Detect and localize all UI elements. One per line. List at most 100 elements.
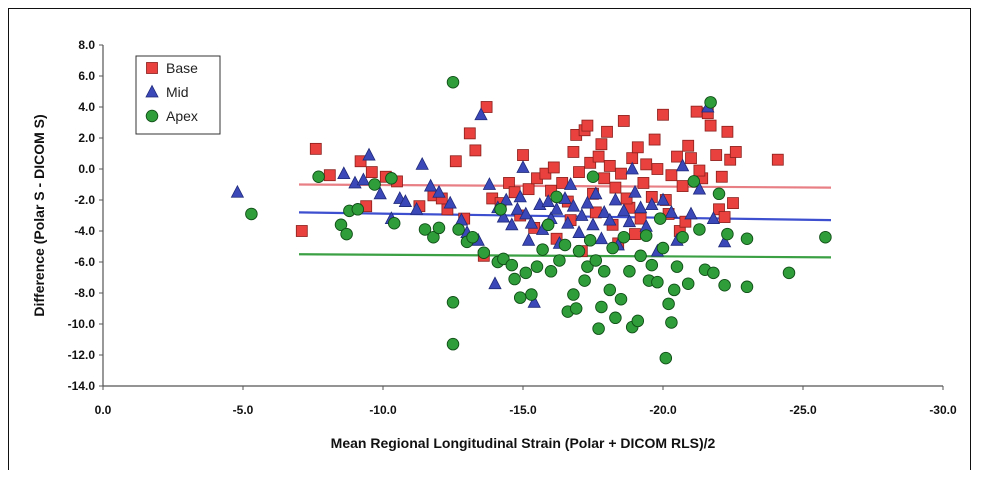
data-point-base (617, 115, 630, 127)
data-point-mid (684, 206, 698, 220)
data-point-mid (608, 192, 623, 206)
x-tick-label: -5.0 (233, 403, 254, 417)
data-points (230, 75, 832, 365)
y-tick-label: 8.0 (78, 38, 95, 52)
data-point-apex (712, 187, 726, 201)
data-point-apex (687, 175, 701, 188)
data-point-base (539, 167, 552, 180)
data-point-base (671, 150, 683, 163)
data-point-mid (589, 186, 603, 200)
data-point-apex (536, 243, 549, 256)
data-point-mid (572, 225, 586, 238)
data-point-apex (623, 265, 636, 278)
data-point-mid (423, 178, 438, 192)
data-point-apex (508, 272, 521, 286)
data-point-apex (387, 216, 401, 230)
data-point-mid (516, 160, 530, 173)
data-point-mid (398, 194, 413, 207)
data-point-apex (558, 238, 572, 252)
data-point-apex (740, 232, 754, 245)
data-point-apex (681, 277, 695, 290)
data-point-apex (670, 260, 684, 273)
y-tick-label: -6.0 (74, 255, 95, 269)
data-point-base (715, 170, 728, 183)
series-apex (245, 75, 832, 365)
x-tick-label: -15.0 (509, 403, 537, 417)
data-point-apex (721, 227, 734, 241)
data-point-apex (606, 241, 619, 255)
data-point-mid (603, 212, 617, 226)
data-point-mid (692, 181, 707, 195)
data-point-base (690, 105, 703, 118)
data-point-apex (609, 311, 622, 325)
y-tick-label: 0.0 (78, 162, 95, 176)
legend-marker-apex (145, 109, 159, 123)
y-tick-label: -4.0 (74, 224, 95, 238)
data-point-mid (482, 177, 497, 190)
data-point-base (517, 149, 529, 161)
y-tick-label: -10.0 (68, 317, 96, 331)
data-point-apex (368, 178, 381, 191)
data-point-base (463, 127, 476, 140)
legend-label-mid: Mid (166, 84, 189, 100)
data-point-mid (625, 161, 639, 175)
data-point-base (631, 141, 644, 154)
data-point-mid (362, 147, 376, 161)
data-point-apex (427, 230, 440, 244)
data-point-mid (541, 194, 555, 207)
data-point-apex (740, 280, 754, 294)
data-point-apex (544, 265, 558, 278)
x-tick-label: -10.0 (369, 403, 397, 417)
y-tick-label: 6.0 (78, 69, 95, 83)
data-point-base (609, 181, 622, 194)
y-tick-label: -2.0 (74, 193, 95, 207)
data-point-base (637, 177, 650, 189)
data-point-mid (496, 209, 511, 223)
data-point-mid (432, 184, 446, 198)
data-point-base (727, 197, 739, 210)
y-axis-label: Difference (Polar S - DICOM S) (31, 114, 47, 316)
data-point-apex (614, 292, 628, 306)
data-point-apex (707, 266, 720, 280)
data-point-apex (662, 297, 675, 311)
data-point-apex (656, 241, 670, 255)
data-point-base (601, 125, 613, 138)
data-point-base (309, 142, 322, 155)
data-point-apex (446, 75, 460, 89)
data-point-mid (566, 198, 581, 212)
data-point-base (640, 158, 653, 171)
data-point-apex (718, 279, 731, 292)
data-point-mid (524, 215, 539, 229)
y-tick-label: 4.0 (78, 100, 95, 114)
data-point-apex (665, 316, 678, 329)
data-point-mid (527, 294, 541, 308)
data-point-apex (676, 230, 689, 244)
data-point-mid (575, 208, 589, 221)
data-point-mid (675, 158, 690, 172)
data-point-apex (653, 212, 667, 225)
data-point-base (469, 144, 482, 157)
data-point-apex (530, 260, 544, 273)
data-point-apex (592, 322, 605, 335)
data-point-mid (622, 214, 637, 228)
legend: Base Mid Apex (135, 55, 221, 135)
data-point-apex (603, 283, 617, 297)
data-point-mid (373, 186, 387, 200)
data-point-base (323, 169, 336, 182)
data-point-base (449, 155, 462, 168)
data-point-base (665, 169, 678, 182)
data-point-apex (595, 300, 608, 314)
figure-frame (8, 8, 971, 470)
data-point-base (522, 183, 535, 196)
data-point-base (682, 139, 695, 152)
data-point-mid (519, 206, 533, 220)
data-point-mid (549, 201, 564, 215)
x-tick-label: 0.0 (95, 403, 112, 417)
data-point-base (729, 146, 742, 158)
data-point-base (595, 138, 608, 151)
data-point-apex (505, 258, 519, 272)
data-point-apex (567, 288, 580, 301)
data-point-apex (245, 207, 258, 221)
legend-label-apex: Apex (166, 108, 198, 124)
